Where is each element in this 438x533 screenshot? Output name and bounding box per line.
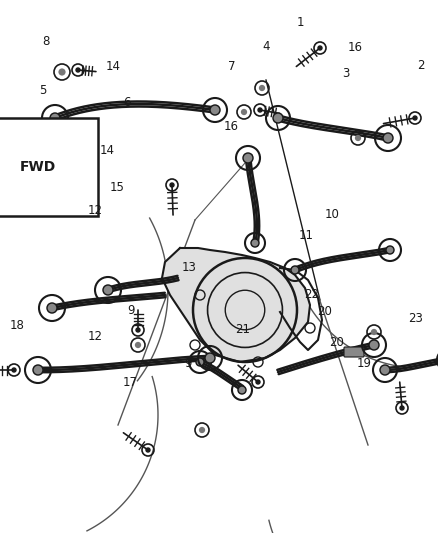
Circle shape <box>47 303 57 313</box>
Circle shape <box>135 342 141 348</box>
Text: 13: 13 <box>182 261 197 274</box>
Circle shape <box>136 328 140 332</box>
Text: 20: 20 <box>317 305 332 318</box>
Circle shape <box>318 46 322 50</box>
Text: 4: 4 <box>262 40 270 53</box>
Text: 16: 16 <box>224 120 239 133</box>
Text: 17: 17 <box>123 376 138 389</box>
Circle shape <box>196 358 204 366</box>
Text: 22: 22 <box>304 288 319 301</box>
Circle shape <box>238 386 246 394</box>
Text: 9: 9 <box>184 357 192 370</box>
Text: 12: 12 <box>88 330 103 343</box>
Circle shape <box>170 183 174 187</box>
Text: 20: 20 <box>329 336 344 349</box>
Text: 8: 8 <box>42 35 49 48</box>
Text: 11: 11 <box>299 229 314 242</box>
Circle shape <box>355 135 361 141</box>
Circle shape <box>251 239 259 247</box>
Circle shape <box>50 113 60 123</box>
Circle shape <box>243 153 253 163</box>
Text: 15: 15 <box>110 181 125 194</box>
Circle shape <box>205 353 215 363</box>
Circle shape <box>380 365 390 375</box>
Circle shape <box>199 427 205 433</box>
FancyBboxPatch shape <box>344 347 364 357</box>
Circle shape <box>258 108 262 112</box>
Text: 12: 12 <box>88 204 103 217</box>
Text: 23: 23 <box>408 312 423 325</box>
Text: 18: 18 <box>10 319 25 332</box>
Circle shape <box>76 68 80 72</box>
Text: 16: 16 <box>347 42 362 54</box>
Text: 1: 1 <box>296 16 304 29</box>
Text: 2: 2 <box>417 59 424 71</box>
Circle shape <box>12 368 16 372</box>
Circle shape <box>383 133 393 143</box>
Text: 10: 10 <box>325 208 339 221</box>
Circle shape <box>256 380 260 384</box>
Polygon shape <box>162 248 310 362</box>
Circle shape <box>66 166 70 170</box>
Circle shape <box>369 340 379 350</box>
Circle shape <box>400 406 404 410</box>
Circle shape <box>273 113 283 123</box>
Text: 9: 9 <box>127 304 134 317</box>
Circle shape <box>241 109 247 115</box>
Text: 7: 7 <box>228 60 236 73</box>
Circle shape <box>371 329 377 335</box>
Circle shape <box>413 116 417 120</box>
Circle shape <box>58 68 66 76</box>
Circle shape <box>210 105 220 115</box>
Circle shape <box>146 448 150 452</box>
Text: 14: 14 <box>100 144 115 157</box>
Text: 5: 5 <box>39 84 46 97</box>
Circle shape <box>259 85 265 91</box>
Circle shape <box>193 258 297 362</box>
Text: 6: 6 <box>123 96 131 109</box>
Text: 3: 3 <box>343 67 350 80</box>
Text: FWD: FWD <box>20 160 56 174</box>
Circle shape <box>386 246 394 254</box>
Text: 14: 14 <box>106 60 120 73</box>
Text: 19: 19 <box>357 357 372 370</box>
Circle shape <box>291 266 299 274</box>
Text: 21: 21 <box>236 323 251 336</box>
Circle shape <box>33 365 43 375</box>
Circle shape <box>103 285 113 295</box>
